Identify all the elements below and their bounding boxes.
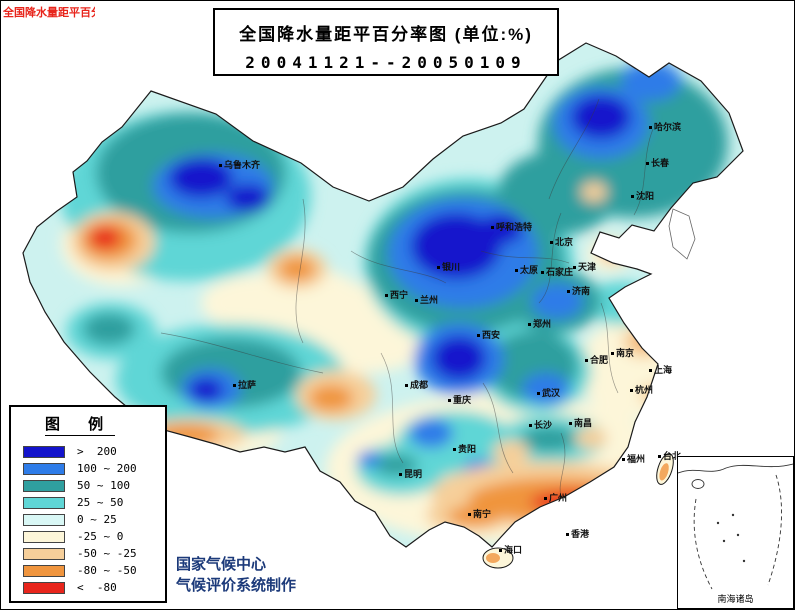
legend-title: 图 例 bbox=[45, 413, 116, 436]
south-china-sea-inset: 南海诸岛 bbox=[677, 456, 794, 609]
legend-box: 图 例 > 200 100 ~ 200 50 ~ 100 25 ~ 50 0 ~ 25 -… bbox=[9, 405, 167, 603]
inset-label: 南海诸岛 bbox=[717, 594, 754, 604]
legend-label: > 200 bbox=[77, 445, 117, 458]
korea-outline bbox=[668, 208, 696, 260]
title-box: 全国降水量距平百分率图 (单位:%) 20041121--20050109 bbox=[213, 8, 559, 76]
legend-swatch bbox=[23, 547, 65, 560]
corner-stamp: 全国降水量距平百分率图 bbox=[3, 7, 95, 19]
legend-swatch bbox=[23, 462, 65, 475]
legend-item: 100 ~ 200 bbox=[23, 460, 165, 477]
map-date-range: 20041121--20050109 bbox=[245, 53, 527, 72]
legend-label: -80 ~ -50 bbox=[77, 564, 137, 577]
legend-items: > 200 100 ~ 200 50 ~ 100 25 ~ 50 0 ~ 25 -25 ~… bbox=[23, 443, 165, 596]
taiwan-island bbox=[656, 453, 674, 485]
legend-label: 25 ~ 50 bbox=[77, 496, 124, 509]
legend-swatch bbox=[23, 496, 65, 509]
credits-line1: 国家气候中心 bbox=[176, 556, 267, 573]
legend-swatch bbox=[23, 445, 65, 458]
legend-label: 100 ~ 200 bbox=[77, 462, 137, 475]
legend-label: -25 ~ 0 bbox=[77, 530, 124, 543]
legend-label: 50 ~ 100 bbox=[77, 479, 130, 492]
legend-item: 25 ~ 50 bbox=[23, 494, 165, 511]
province-borders bbox=[160, 98, 654, 502]
legend-swatch bbox=[23, 581, 65, 594]
china-outline bbox=[22, 42, 744, 548]
hainan-island bbox=[482, 547, 514, 569]
inset-map bbox=[678, 463, 793, 590]
legend-swatch bbox=[23, 564, 65, 577]
legend-label: -50 ~ -25 bbox=[77, 547, 137, 560]
legend-label: 0 ~ 25 bbox=[77, 513, 117, 526]
legend-item: > 200 bbox=[23, 443, 165, 460]
legend-item: 0 ~ 25 bbox=[23, 511, 165, 528]
legend-item: 50 ~ 100 bbox=[23, 477, 165, 494]
credits: 国家气候中心 气候评价系统制作 bbox=[176, 554, 296, 596]
legend-item: < -80 bbox=[23, 579, 165, 596]
legend-swatch bbox=[23, 479, 65, 492]
legend-item: -25 ~ 0 bbox=[23, 528, 165, 545]
legend-swatch bbox=[23, 530, 65, 543]
credits-line2: 气候评价系统制作 bbox=[176, 577, 297, 594]
legend-swatch bbox=[23, 513, 65, 526]
legend-item: -80 ~ -50 bbox=[23, 562, 165, 579]
map-title: 全国降水量距平百分率图 (单位:%) bbox=[239, 25, 533, 44]
legend-item: -50 ~ -25 bbox=[23, 545, 165, 562]
legend-label: < -80 bbox=[77, 581, 117, 594]
